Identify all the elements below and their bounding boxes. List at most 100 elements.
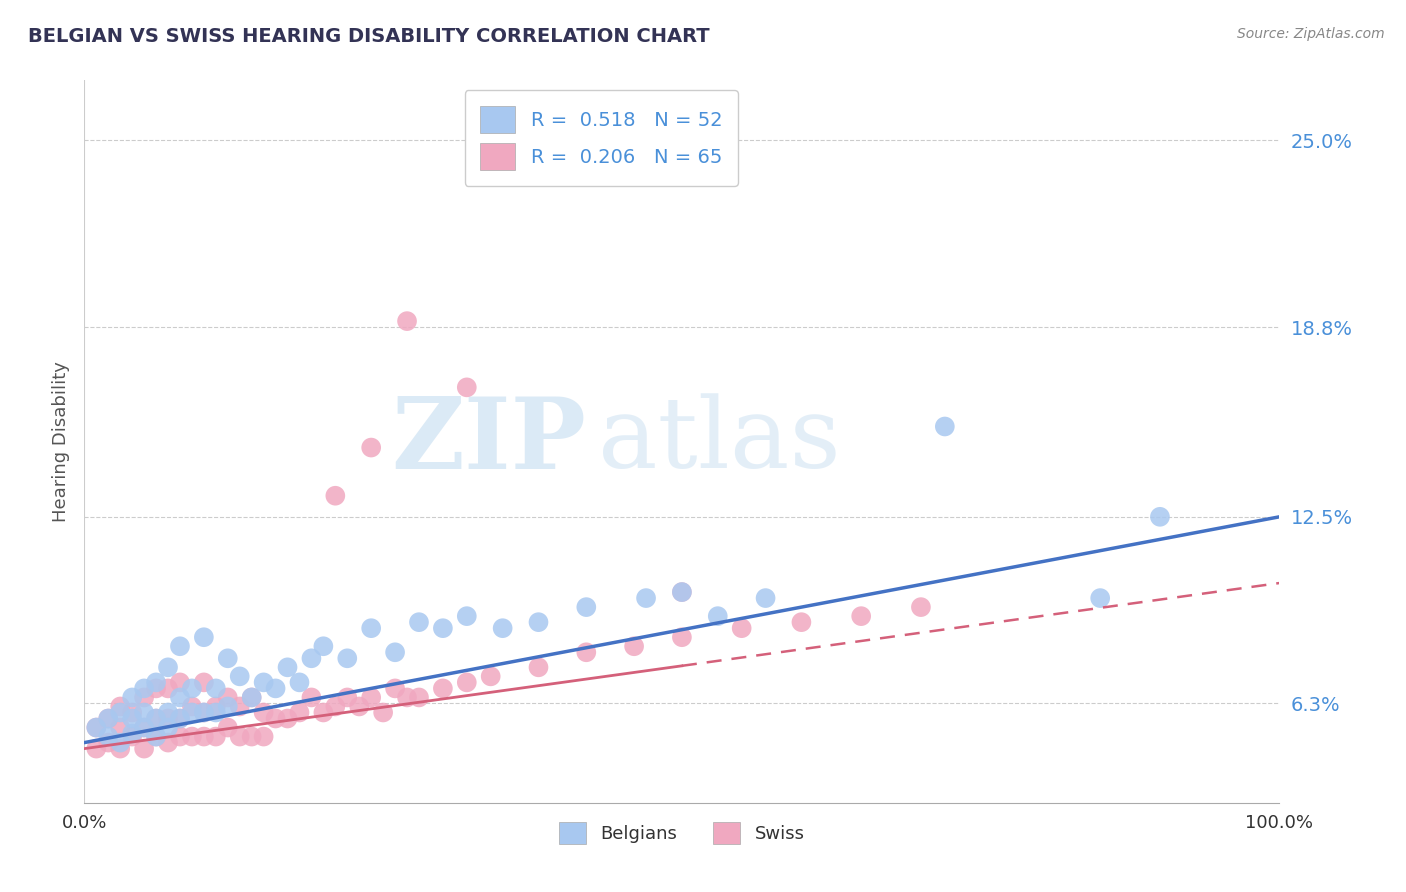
Point: [110, 735, 132, 749]
Point: [301, 651, 323, 665]
Point: [360, 441, 382, 455]
Point: [132, 706, 156, 720]
Point: [169, 690, 191, 705]
Point: [181, 706, 204, 720]
Point: [193, 630, 215, 644]
Point: [408, 690, 430, 705]
Point: [193, 675, 215, 690]
Point: [373, 706, 395, 720]
Legend: Belgians, Swiss: Belgians, Swiss: [551, 815, 813, 852]
Point: [527, 660, 550, 674]
Point: [934, 419, 956, 434]
Point: [277, 660, 299, 674]
Point: [193, 730, 215, 744]
Point: [217, 690, 239, 705]
Text: atlas: atlas: [599, 393, 841, 490]
Point: [253, 706, 276, 720]
Point: [132, 721, 156, 735]
Point: [790, 615, 813, 630]
Point: [217, 721, 239, 735]
Point: [97, 730, 120, 744]
Point: [110, 706, 132, 720]
Point: [325, 699, 347, 714]
Point: [121, 726, 143, 740]
Point: [636, 591, 658, 606]
Point: [349, 699, 371, 714]
Point: [240, 690, 263, 705]
Point: [456, 380, 478, 394]
Text: Source: ZipAtlas.com: Source: ZipAtlas.com: [1237, 27, 1385, 41]
Point: [229, 699, 252, 714]
Point: [253, 730, 276, 744]
Point: [396, 314, 419, 328]
Point: [575, 645, 598, 659]
Point: [86, 721, 108, 735]
Point: [132, 690, 156, 705]
Point: [240, 690, 263, 705]
Point: [110, 741, 132, 756]
Text: BELGIAN VS SWISS HEARING DISABILITY CORRELATION CHART: BELGIAN VS SWISS HEARING DISABILITY CORR…: [28, 27, 710, 45]
Point: [157, 721, 180, 735]
Point: [157, 660, 180, 674]
Point: [432, 621, 454, 635]
Point: [277, 712, 299, 726]
Point: [110, 699, 132, 714]
Point: [253, 675, 276, 690]
Point: [384, 681, 406, 696]
Point: [312, 706, 335, 720]
Point: [132, 741, 156, 756]
Point: [384, 645, 406, 659]
Point: [288, 706, 311, 720]
Point: [145, 681, 167, 696]
Point: [181, 699, 204, 714]
Point: [671, 630, 693, 644]
Point: [169, 675, 191, 690]
Text: ZIP: ZIP: [391, 393, 586, 490]
Point: [1149, 509, 1171, 524]
Point: [479, 669, 502, 683]
Point: [671, 585, 693, 599]
Point: [217, 651, 239, 665]
Point: [132, 681, 156, 696]
Point: [492, 621, 515, 635]
Point: [110, 721, 132, 735]
Point: [97, 712, 120, 726]
Point: [205, 706, 228, 720]
Point: [301, 690, 323, 705]
Point: [325, 489, 347, 503]
Point: [851, 609, 873, 624]
Point: [121, 706, 143, 720]
Point: [193, 706, 215, 720]
Point: [707, 609, 730, 624]
Point: [527, 615, 550, 630]
Point: [145, 730, 167, 744]
Point: [181, 681, 204, 696]
Point: [181, 730, 204, 744]
Point: [217, 699, 239, 714]
Point: [157, 735, 180, 749]
Point: [205, 699, 228, 714]
Point: [312, 639, 335, 653]
Point: [264, 712, 287, 726]
Point: [229, 730, 252, 744]
Point: [671, 585, 693, 599]
Point: [169, 639, 191, 653]
Point: [731, 621, 754, 635]
Point: [86, 741, 108, 756]
Point: [240, 730, 263, 744]
Point: [86, 721, 108, 735]
Point: [205, 681, 228, 696]
Point: [121, 690, 143, 705]
Point: [396, 690, 419, 705]
Point: [336, 651, 359, 665]
Point: [1090, 591, 1112, 606]
Point: [145, 675, 167, 690]
Point: [169, 712, 191, 726]
Point: [360, 621, 382, 635]
Point: [336, 690, 359, 705]
Point: [288, 675, 311, 690]
Point: [157, 681, 180, 696]
Point: [169, 730, 191, 744]
Point: [205, 730, 228, 744]
Point: [229, 669, 252, 683]
